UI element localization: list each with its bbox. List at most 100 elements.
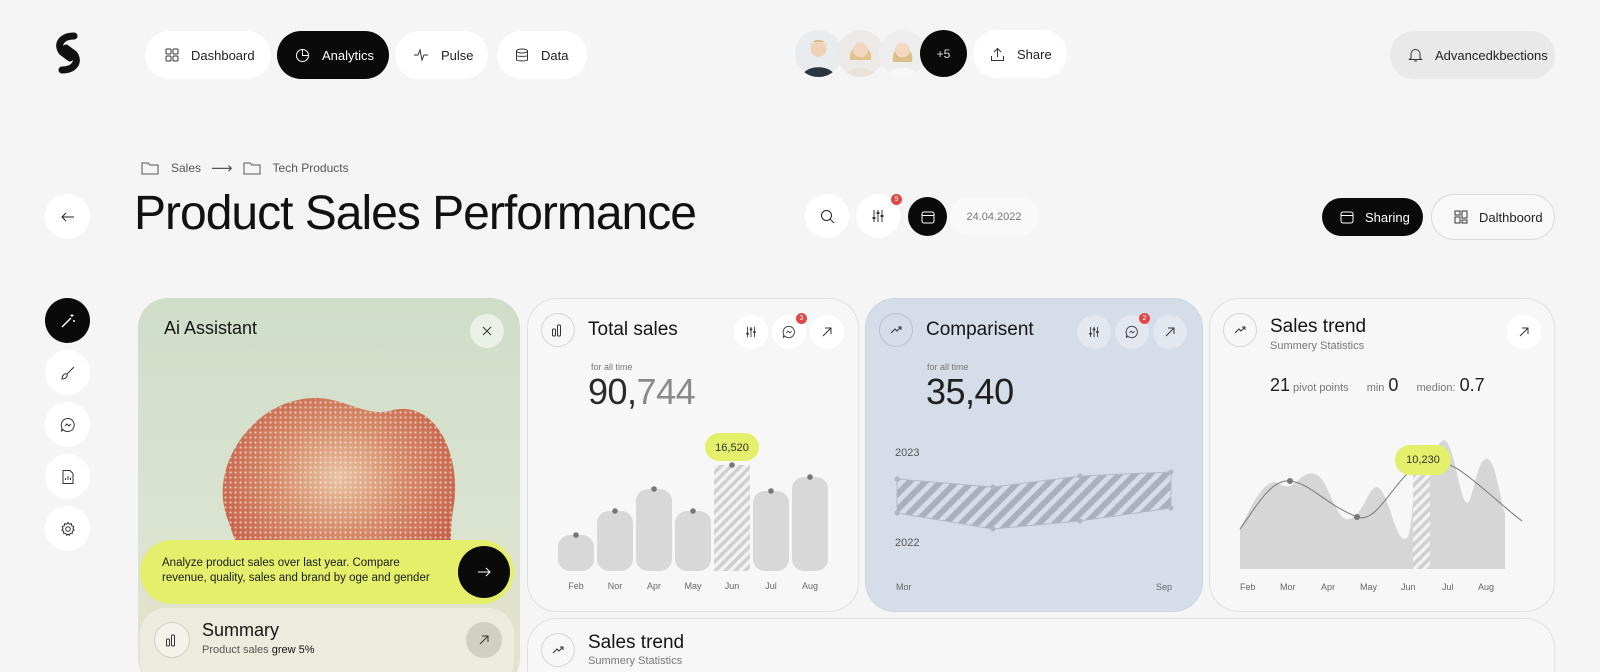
date-field[interactable]: 24.04.2022 (950, 197, 1038, 236)
summary-icon-button[interactable] (154, 622, 190, 658)
ai-send-button[interactable] (458, 546, 510, 598)
nav-data[interactable]: Data (497, 31, 587, 79)
sharing-button[interactable]: Sharing (1322, 198, 1423, 236)
summary-panel: Summary Product sales grew 5% (140, 608, 514, 672)
sales-trend-tooltip: 10,230 (1395, 445, 1451, 475)
total-sales-filter-button[interactable] (734, 315, 768, 349)
folder-icon (243, 162, 261, 175)
trend-up-icon (1234, 326, 1246, 334)
arrow-up-right-icon (1165, 327, 1175, 337)
total-sales-icon (541, 313, 575, 347)
dashboard-label: Dalthboord (1479, 209, 1543, 225)
sliders-icon (746, 326, 756, 338)
more-avatars-button[interactable]: +5 (920, 30, 967, 77)
arrow-right-icon (478, 567, 491, 577)
bar-apr[interactable] (636, 489, 672, 571)
total-sales-open-button[interactable] (810, 315, 844, 349)
trend-up-icon (890, 326, 902, 334)
bar-feb[interactable] (558, 535, 594, 571)
comparison-area-chart (894, 469, 1174, 532)
breadcrumb-separator: ⟶ (211, 160, 233, 177)
bar-chart-icon (166, 634, 175, 647)
share-button[interactable]: Share (973, 30, 1067, 78)
summary-open-button[interactable] (466, 622, 502, 658)
upload-icon (991, 47, 1004, 61)
bar-point (651, 486, 657, 492)
month-label: Feb (568, 581, 584, 591)
sidebar-brush[interactable] (45, 350, 90, 395)
month-label: Aug (802, 581, 818, 591)
sales-trend-subtitle: Summery Statistics (1270, 340, 1365, 352)
avatar[interactable] (837, 30, 884, 77)
calendar-icon (921, 211, 934, 223)
median-label: medion: (1416, 382, 1456, 394)
breadcrumb: Sales ⟶ Tech Products (141, 159, 349, 177)
ai-assistant-title: Ai Assistant (164, 318, 258, 338)
calendar-button[interactable] (908, 197, 947, 236)
bar-point (573, 532, 579, 538)
bar-point (729, 462, 735, 468)
close-button[interactable] (470, 314, 504, 348)
nav-dashboard[interactable]: Dashboard (145, 31, 271, 79)
nav-pulse[interactable]: Pulse (395, 31, 488, 79)
chat-icon (60, 417, 75, 432)
arrow-up-right-icon (479, 635, 489, 645)
sales-trend-open-button[interactable] (1507, 315, 1541, 349)
notifications-button[interactable]: Advancedkbections (1390, 31, 1555, 79)
dashboard-button[interactable]: Dalthboord (1431, 194, 1555, 240)
nav-pulse-label: Pulse (441, 47, 474, 63)
sales-trend-title: Sales trend (1270, 316, 1367, 337)
arrow-up-right-icon (822, 327, 832, 337)
breadcrumb-item[interactable]: Tech Products (272, 161, 349, 175)
filter-badge: 9 (891, 194, 902, 205)
avatar[interactable] (879, 30, 926, 77)
page-title: Product Sales Performance (134, 187, 697, 240)
avatar-person-icon (802, 40, 835, 77)
sales-trend-stats: 21 pivot points min 0 medion: 0.7 (1270, 375, 1485, 396)
avatar[interactable] (795, 30, 842, 77)
database-icon (516, 48, 528, 61)
comparison-label-2023: 2023 (895, 447, 920, 459)
month-label: Mor (1280, 582, 1296, 592)
sidebar-magic-wand[interactable] (45, 298, 90, 343)
gear-icon (60, 521, 75, 536)
month-label: Apr (647, 581, 661, 591)
bar-may[interactable] (675, 511, 711, 571)
sales-trend-bottom-subtitle: Summery Statistics (588, 655, 683, 667)
share-label: Share (1017, 46, 1052, 62)
total-sales-value-tail: 744 (636, 371, 696, 412)
bar-jul[interactable] (753, 491, 789, 571)
month-label: Jul (765, 581, 777, 591)
month-label: Apr (1321, 582, 1336, 592)
comparison-icon (879, 313, 913, 347)
search-button[interactable] (805, 194, 849, 238)
total-sales-comments-badge: 3 (796, 313, 807, 324)
back-button[interactable] (45, 194, 90, 239)
breadcrumb-item[interactable]: Sales (171, 161, 202, 175)
app-logo[interactable] (50, 32, 86, 74)
bar-nor[interactable] (597, 511, 633, 571)
total-sales-caption: for all time (591, 362, 633, 372)
sliders-icon (1089, 326, 1099, 338)
bar-aug[interactable] (792, 477, 828, 571)
sidebar-chat[interactable] (45, 402, 90, 447)
ai-prompt-bar[interactable]: Analyze product sales over last year. Co… (140, 540, 514, 604)
sales-trend-bottom-title: Sales trend (588, 632, 685, 653)
comparison-filter-button[interactable] (1077, 315, 1111, 349)
comparison-open-button[interactable] (1153, 315, 1187, 349)
chat-icon (1125, 325, 1138, 339)
total-sales-tooltip (705, 433, 759, 461)
date-value: 24.04.2022 (966, 210, 1022, 223)
total-sales-bar-chart: Feb Nor Apr May Jun 16,520 Jul Aug (558, 433, 828, 591)
total-sales-value-main: 90, (588, 371, 637, 412)
sales-trend-icon (1223, 313, 1257, 347)
sales-trend-bottom-icon (541, 633, 575, 667)
bar-point (807, 474, 813, 480)
sidebar-settings[interactable] (45, 506, 90, 551)
summary-text: Product sales grew 5% (202, 644, 315, 656)
sliders-icon (872, 210, 884, 222)
sidebar-report[interactable] (45, 454, 90, 499)
nav-analytics[interactable]: Analytics (277, 31, 389, 79)
month-label: Jun (725, 581, 740, 591)
bar-jun[interactable] (714, 465, 750, 571)
